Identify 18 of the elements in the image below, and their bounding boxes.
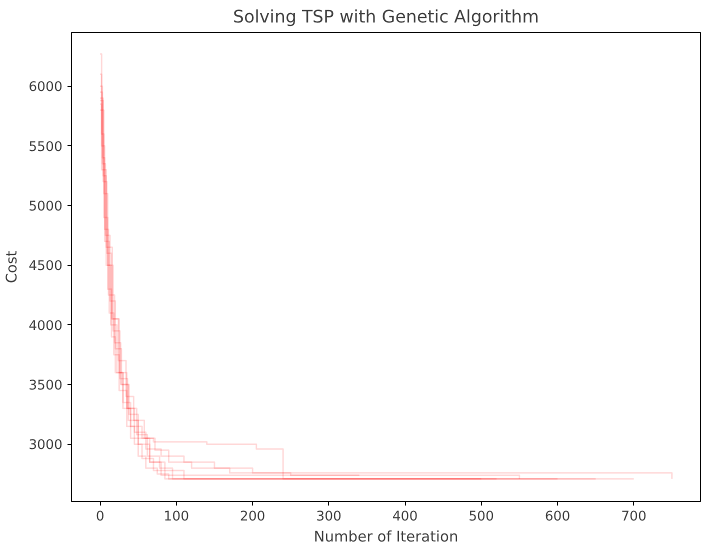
- y-tick-label: 3000: [28, 438, 63, 454]
- x-tick-label: 700: [621, 510, 647, 524]
- y-tick-label: 4500: [28, 259, 63, 274]
- y-tick-label: 5500: [28, 140, 63, 155]
- y-tick-label: 5000: [28, 200, 63, 215]
- x-axis-title: Number of Iteration: [314, 528, 458, 546]
- x-tick-label: 100: [164, 510, 190, 524]
- chart-title: Solving TSP with Genetic Algorithm: [232, 8, 540, 28]
- x-tick-label: 400: [392, 510, 418, 524]
- y-tick-label: 6000: [28, 80, 63, 96]
- x-tick-label: 0: [96, 510, 104, 524]
- y-tick-label: 4000: [28, 318, 63, 334]
- x-tick-label: 200: [240, 510, 266, 524]
- x-tick-label: 300: [316, 510, 342, 524]
- y-axis-title: Cost: [4, 250, 21, 284]
- x-tick-label: 600: [544, 510, 570, 524]
- y-tick-label: 3500: [28, 378, 63, 394]
- x-tick-label: 500: [468, 510, 494, 524]
